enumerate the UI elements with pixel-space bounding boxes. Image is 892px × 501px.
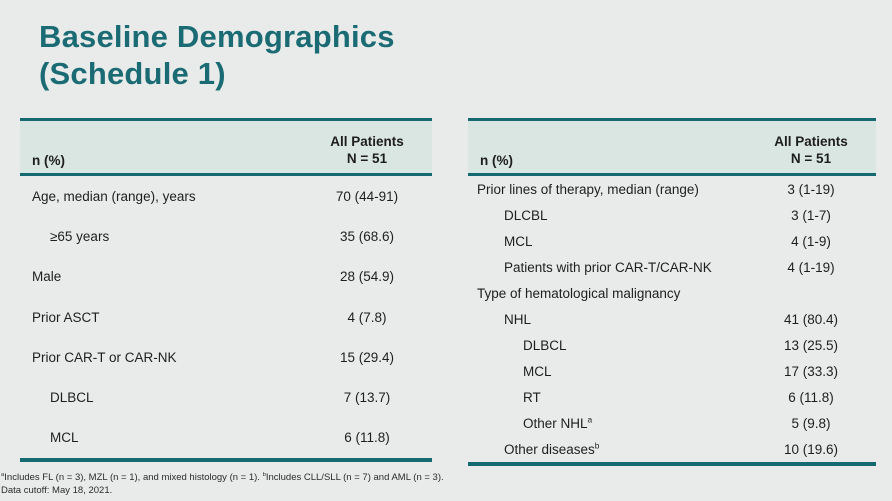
row-value: 4 (7.8) <box>347 309 387 325</box>
footnote-line2: Data cutoff: May 18, 2021. <box>1 485 113 496</box>
row-value: 6 (11.8) <box>788 389 834 405</box>
row-value: 28 (54.9) <box>339 269 395 285</box>
table-row: Other NHLa 5 (9.8) <box>468 410 876 436</box>
row-value: 3 (1-7) <box>791 207 831 223</box>
row-label: DLCBL <box>504 207 548 223</box>
table-row: Type of hematological malignancy <box>468 280 876 306</box>
row-value: 10 (19.6) <box>783 441 839 457</box>
row-value: 5 (9.8) <box>791 415 831 431</box>
table-body: Prior lines of therapy, median (range) 3 … <box>468 176 876 466</box>
row-label: Other diseasesb <box>504 440 600 457</box>
table-row: MCL 17 (33.3) <box>468 358 876 384</box>
footnote-line1: aIncludes FL (n = 3), MZL (n = 1), and m… <box>1 471 444 483</box>
table-row: Patients with prior CAR-T/CAR-NK 4 (1-19) <box>468 254 876 280</box>
table-row: MCL 6 (11.8) <box>20 418 432 458</box>
page-title-line1: Baseline Demographics <box>39 19 395 54</box>
table-row: MCL 4 (1-9) <box>468 228 876 254</box>
column-header-all-patients: All Patients N = 51 <box>330 134 404 166</box>
row-value: 13 (25.5) <box>783 337 839 353</box>
page-title: Baseline Demographics (Schedule 1) <box>39 18 395 92</box>
table-row: Male 28 (54.9) <box>20 257 432 297</box>
row-label: Male <box>32 269 62 285</box>
row-value: 17 (33.3) <box>783 363 839 379</box>
row-value: 4 (1-9) <box>791 233 831 249</box>
table-header: n (%) All Patients N = 51 <box>20 118 432 176</box>
row-label: MCL <box>50 430 79 446</box>
table-row: DLBCL 13 (25.5) <box>468 332 876 358</box>
table-row: DLCBL 3 (1-7) <box>468 202 876 228</box>
row-label: DLBCL <box>523 337 567 353</box>
row-label: NHL <box>504 311 532 327</box>
row-value: 7 (13.7) <box>343 390 391 406</box>
table-row: Prior CAR-T or CAR-NK 15 (29.4) <box>20 337 432 377</box>
table-row: NHL 41 (80.4) <box>468 306 876 332</box>
row-value: 70 (44-91) <box>335 188 399 204</box>
page-title-line2: (Schedule 1) <box>39 56 226 91</box>
row-label: Type of hematological malignancy <box>477 285 681 301</box>
row-value: 6 (11.8) <box>344 430 390 446</box>
column-header-n-pct: n (%) <box>480 153 513 168</box>
table-row: Prior ASCT 4 (7.8) <box>20 297 432 337</box>
column-header-n-pct: n (%) <box>32 153 65 168</box>
row-label: Prior ASCT <box>32 309 100 325</box>
row-value: 35 (68.6) <box>339 228 395 244</box>
table-body: Age, median (range), years 70 (44-91) ≥65 … <box>20 176 432 463</box>
table-row: Prior lines of therapy, median (range) 3 … <box>468 176 876 202</box>
table-header: n (%) All Patients N = 51 <box>468 118 876 176</box>
table-row: DLBCL 7 (13.7) <box>20 377 432 417</box>
row-label: Patients with prior CAR-T/CAR-NK <box>504 259 712 275</box>
demographics-table-right: n (%) All Patients N = 51 Prior lines of… <box>468 118 876 466</box>
demographics-table-left: n (%) All Patients N = 51 Age, median (r… <box>20 118 432 463</box>
row-label: DLBCL <box>50 390 94 406</box>
row-label: ≥65 years <box>50 228 110 244</box>
footnotes: aIncludes FL (n = 3), MZL (n = 1), and m… <box>1 471 881 497</box>
table-row: Age, median (range), years 70 (44-91) <box>20 176 432 216</box>
row-value: 15 (29.4) <box>339 349 395 365</box>
row-label: MCL <box>504 233 533 249</box>
table-row: ≥65 years 35 (68.6) <box>20 216 432 256</box>
row-label: Prior lines of therapy, median (range) <box>477 181 699 197</box>
row-label: Age, median (range), years <box>32 188 196 204</box>
row-value: 4 (1-19) <box>787 259 835 275</box>
row-label: Prior CAR-T or CAR-NK <box>32 349 177 365</box>
row-label: MCL <box>523 363 552 379</box>
table-row: RT 6 (11.8) <box>468 384 876 410</box>
table-row: Other diseasesb 10 (19.6) <box>468 436 876 462</box>
row-value: 3 (1-19) <box>787 181 835 197</box>
row-label: RT <box>523 389 541 405</box>
column-header-all-patients: All Patients N = 51 <box>774 134 848 166</box>
row-label: Other NHLa <box>523 414 593 431</box>
row-value: 41 (80.4) <box>783 311 839 327</box>
